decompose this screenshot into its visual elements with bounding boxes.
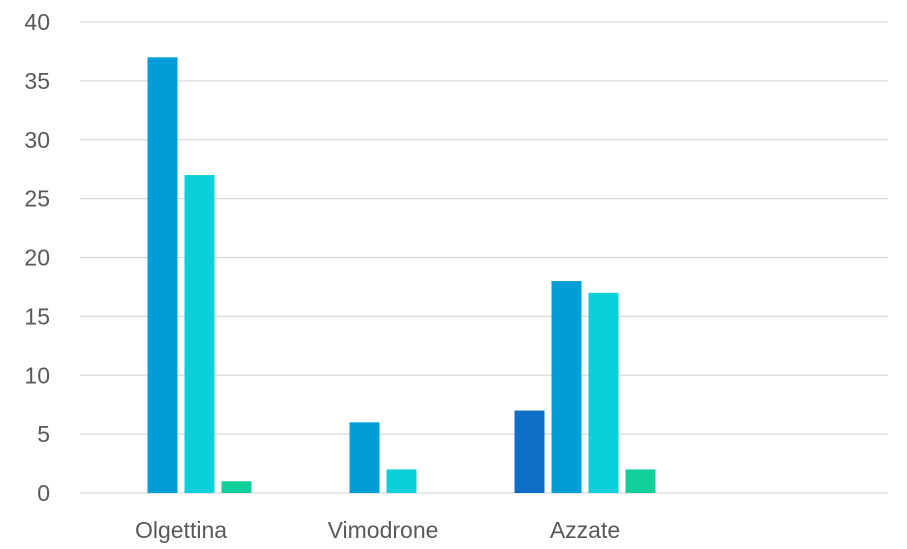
y-tick-label: 10 bbox=[24, 362, 50, 388]
gridlines bbox=[80, 21, 888, 494]
bar bbox=[588, 292, 619, 493]
x-axis-categories: Olgettina Vimodrone Azzate bbox=[135, 517, 620, 543]
y-tick-label: 25 bbox=[24, 186, 50, 212]
y-axis-ticks: 0 5 10 15 20 25 30 35 40 bbox=[24, 9, 50, 506]
x-category-label: Azzate bbox=[550, 517, 620, 543]
bar bbox=[386, 469, 417, 493]
bar bbox=[221, 481, 252, 493]
bar bbox=[625, 469, 656, 493]
y-tick-label: 30 bbox=[24, 127, 50, 153]
y-tick-label: 20 bbox=[24, 245, 50, 271]
bars bbox=[147, 57, 656, 493]
y-tick-label: 35 bbox=[24, 68, 50, 94]
bar bbox=[184, 175, 215, 493]
bar bbox=[349, 422, 380, 493]
bar bbox=[551, 281, 582, 493]
x-category-label: Olgettina bbox=[135, 517, 227, 543]
bar bbox=[514, 410, 545, 493]
y-tick-label: 5 bbox=[37, 421, 50, 447]
y-tick-label: 15 bbox=[24, 303, 50, 329]
y-tick-label: 0 bbox=[37, 480, 50, 506]
x-category-label: Vimodrone bbox=[328, 517, 439, 543]
y-tick-label: 40 bbox=[24, 9, 50, 35]
bar bbox=[147, 57, 178, 493]
